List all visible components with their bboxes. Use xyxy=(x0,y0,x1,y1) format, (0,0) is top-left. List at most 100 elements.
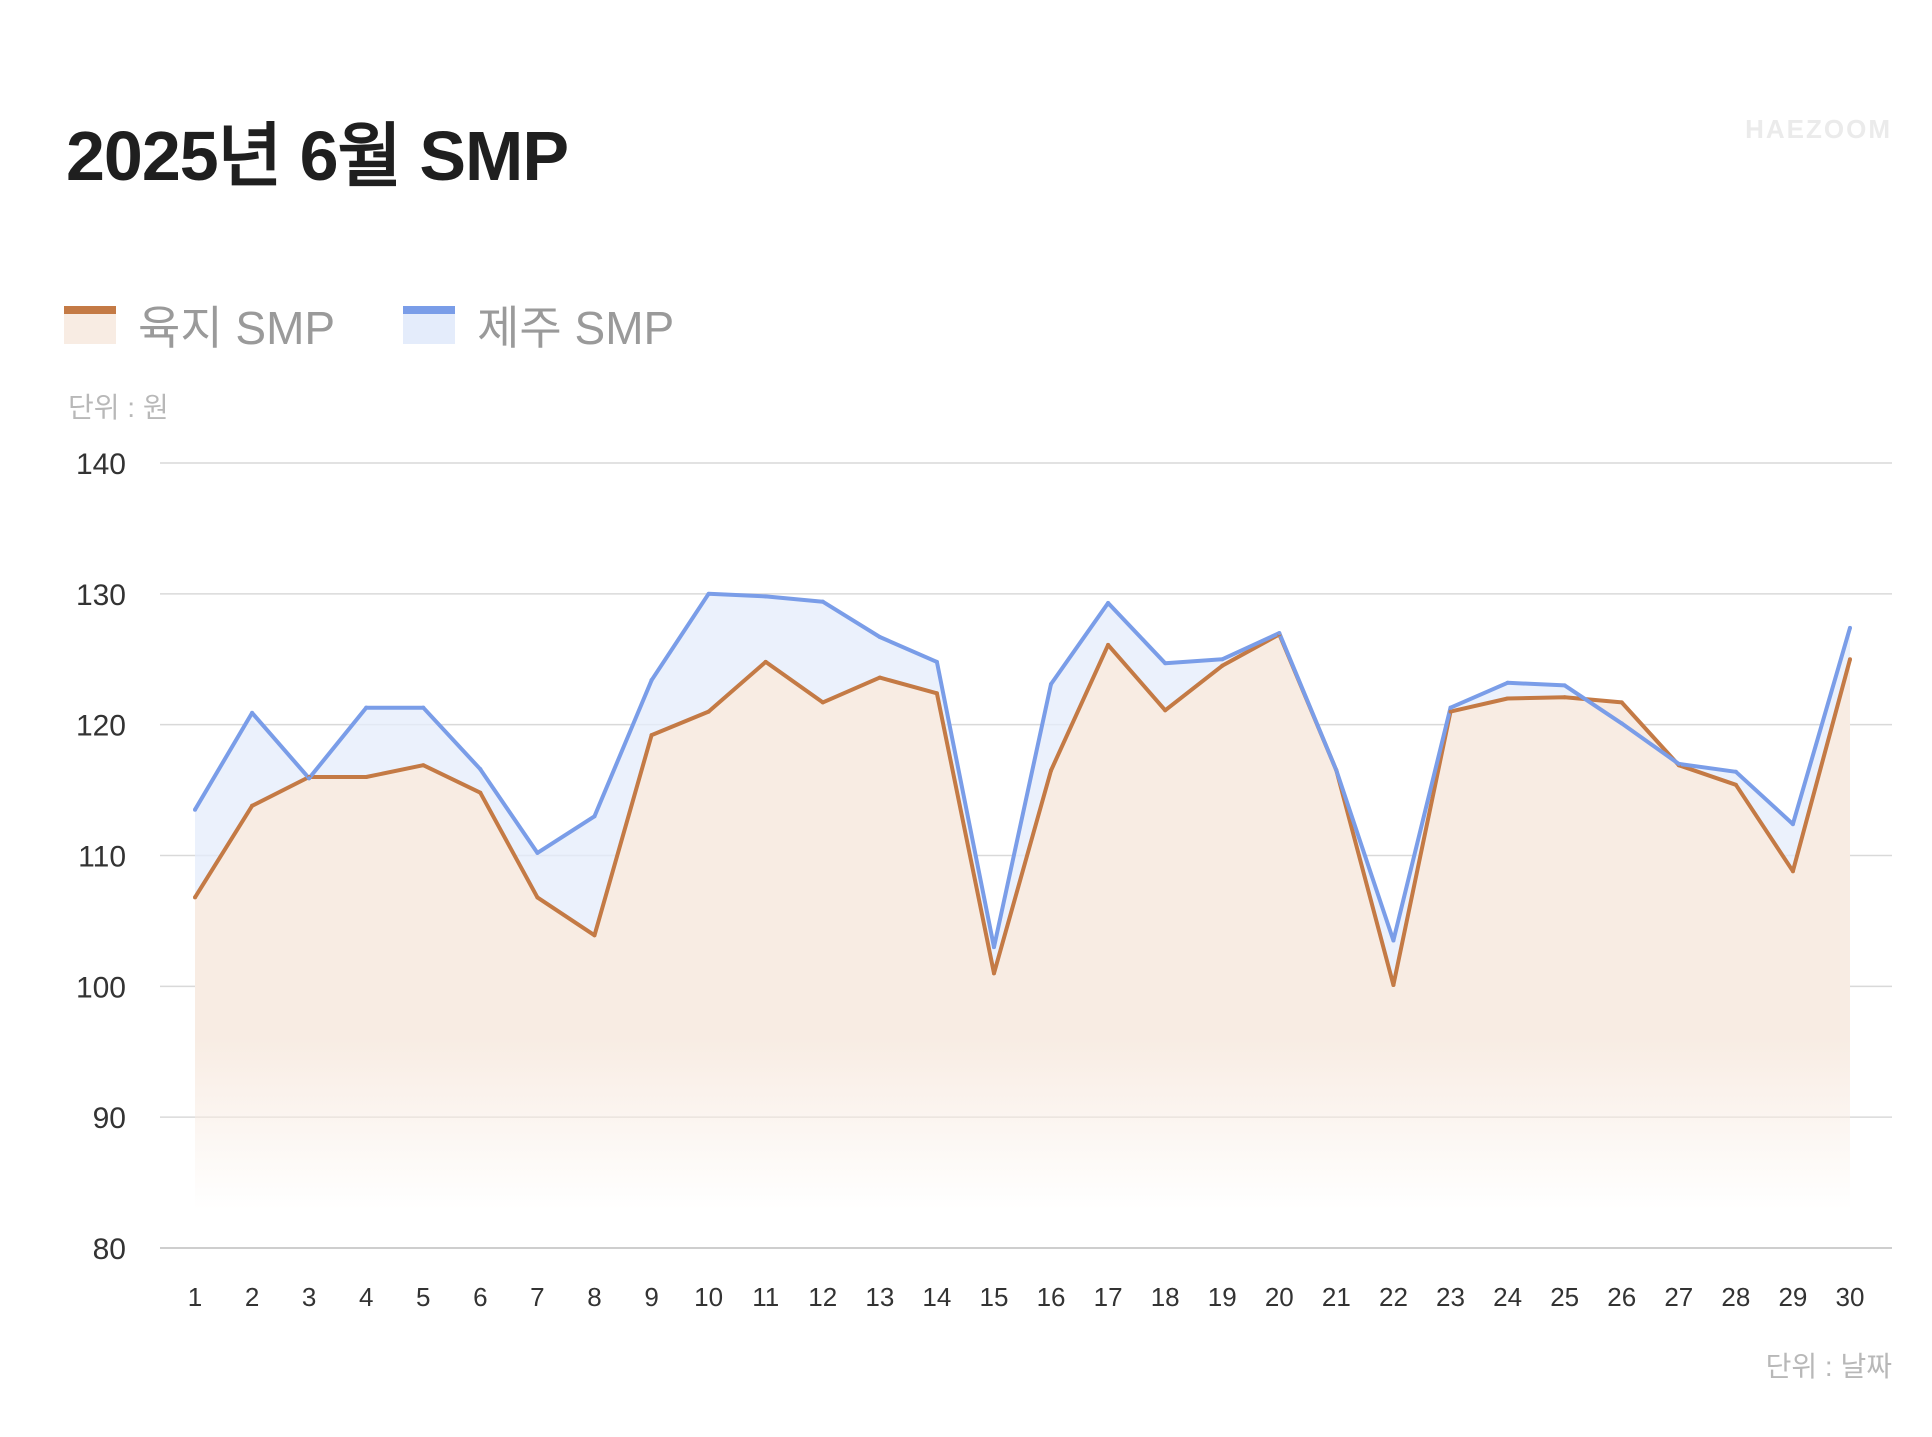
jeju-point xyxy=(1106,600,1111,605)
x-tick-label: 25 xyxy=(1550,1282,1579,1312)
land-point xyxy=(592,933,597,938)
x-tick-label: 27 xyxy=(1664,1282,1693,1312)
x-tick-label: 14 xyxy=(922,1282,951,1312)
x-tick-label: 24 xyxy=(1493,1282,1522,1312)
legend-item-land[interactable]: 육지 SMP xyxy=(64,292,335,358)
y-tick-label: 130 xyxy=(76,579,126,612)
land-point xyxy=(1391,983,1396,988)
x-tick-label: 19 xyxy=(1208,1282,1237,1312)
y-tick-label: 110 xyxy=(78,841,126,874)
x-tick-label: 3 xyxy=(302,1282,316,1312)
x-tick-label: 30 xyxy=(1836,1282,1865,1312)
jeju-point xyxy=(991,945,996,950)
jeju-point xyxy=(649,678,654,683)
y-tick-label: 140 xyxy=(76,448,126,481)
land-point xyxy=(649,733,654,738)
jeju-point xyxy=(1848,625,1852,630)
x-tick-label: 16 xyxy=(1037,1282,1066,1312)
x-tick-label: 29 xyxy=(1778,1282,1807,1312)
jeju-point xyxy=(763,594,768,599)
x-tick-label: 15 xyxy=(980,1282,1009,1312)
land-point xyxy=(535,895,540,900)
jeju-point xyxy=(1448,705,1453,710)
land-point xyxy=(1848,657,1852,662)
y-tick-label: 120 xyxy=(76,710,126,743)
land-point xyxy=(1049,768,1054,773)
legend-item-jeju[interactable]: 제주 SMP xyxy=(403,292,674,358)
land-point xyxy=(1448,709,1453,714)
land-point xyxy=(934,691,939,696)
jeju-point xyxy=(1790,822,1795,827)
land-point xyxy=(763,659,768,664)
x-tick-label: 5 xyxy=(416,1282,430,1312)
x-tick-label: 20 xyxy=(1265,1282,1294,1312)
jeju-point xyxy=(364,705,369,710)
x-tick-label: 8 xyxy=(587,1282,601,1312)
jeju-point xyxy=(592,814,597,819)
y-tick-label: 80 xyxy=(93,1233,126,1266)
jeju-point xyxy=(1505,680,1510,685)
land-area xyxy=(195,634,1850,1210)
x-tick-label: 2 xyxy=(245,1282,259,1312)
jeju-point xyxy=(478,767,483,772)
legend-swatch-jeju xyxy=(403,306,456,344)
y-axis-ticks: 140 130 120 110 100 90 80 xyxy=(76,448,126,1266)
jeju-point xyxy=(193,807,197,812)
jeju-point xyxy=(820,599,825,604)
x-tick-label: 6 xyxy=(473,1282,487,1312)
x-tick-label: 26 xyxy=(1607,1282,1636,1312)
land-point xyxy=(1733,782,1738,787)
x-tick-label: 1 xyxy=(188,1282,202,1312)
series-layer xyxy=(193,591,1852,1210)
jeju-point xyxy=(1163,661,1168,666)
land-point xyxy=(478,790,483,795)
legend: 육지 SMP 제주 SMP xyxy=(64,292,742,358)
jeju-point xyxy=(1733,769,1738,774)
land-point xyxy=(1619,700,1624,705)
land-point xyxy=(1163,708,1168,713)
x-tick-label: 28 xyxy=(1721,1282,1750,1312)
jeju-point xyxy=(1619,721,1624,726)
x-tick-label: 21 xyxy=(1322,1282,1351,1312)
legend-swatch-land xyxy=(64,306,116,344)
jeju-point xyxy=(1391,938,1396,943)
jeju-series-line xyxy=(193,591,1852,950)
land-point xyxy=(706,709,711,714)
land-point xyxy=(1790,869,1795,874)
x-tick-label: 17 xyxy=(1094,1282,1123,1312)
chart-title: 2025년 6월 SMP xyxy=(66,117,569,195)
land-point xyxy=(1505,696,1510,701)
land-point xyxy=(193,895,197,900)
x-tick-label: 18 xyxy=(1151,1282,1180,1312)
legend-label-jeju: 제주 SMP xyxy=(477,302,675,354)
land-point xyxy=(820,700,825,705)
jeju-point xyxy=(1562,683,1567,688)
jeju-point xyxy=(250,710,255,715)
x-tick-label: 10 xyxy=(694,1282,723,1312)
land-series-line xyxy=(193,632,1852,987)
x-tick-label: 4 xyxy=(359,1282,373,1312)
x-axis-unit: 단위 : 날짜 xyxy=(1765,1351,1892,1382)
y-axis-unit: 단위 : 원 xyxy=(68,392,169,423)
brand-logo: HAEZOOM xyxy=(1745,114,1892,144)
land-point xyxy=(1220,663,1225,668)
y-tick-label: 100 xyxy=(76,971,126,1004)
jeju-point xyxy=(307,776,312,781)
land-point xyxy=(364,775,369,779)
x-axis-ticks: 1 2 3 4 5 6 7 8 9 10 11 12 13 14 15 16 17 18 19 20 21 22 23 24 2… xyxy=(188,1282,1865,1312)
y-tick-label: 90 xyxy=(93,1102,126,1135)
jeju-point xyxy=(1220,657,1225,662)
jeju-point xyxy=(706,591,711,596)
legend-label-land: 육지 SMP xyxy=(138,302,336,354)
land-point xyxy=(421,763,426,768)
x-tick-label: 11 xyxy=(752,1282,779,1312)
land-point xyxy=(991,971,996,976)
jeju-point xyxy=(1334,768,1339,773)
land-point xyxy=(250,803,255,808)
x-tick-label: 12 xyxy=(808,1282,837,1312)
land-point xyxy=(1106,642,1111,647)
jeju-point xyxy=(1277,631,1282,636)
x-tick-label: 22 xyxy=(1379,1282,1408,1312)
jeju-point xyxy=(421,705,426,710)
